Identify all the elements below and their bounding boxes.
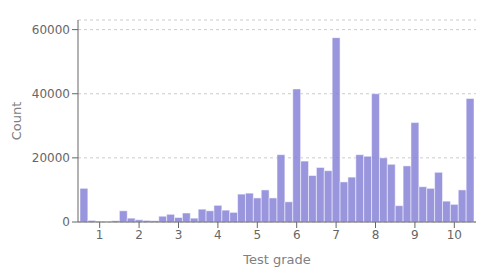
svg-text:1: 1 (96, 228, 104, 242)
svg-text:Test grade: Test grade (242, 252, 311, 267)
svg-text:5: 5 (253, 228, 261, 242)
svg-text:60000: 60000 (32, 23, 70, 37)
svg-text:3: 3 (175, 228, 183, 242)
svg-text:Count: Count (9, 102, 24, 141)
svg-text:10: 10 (447, 228, 462, 242)
svg-text:0: 0 (62, 215, 70, 229)
svg-text:20000: 20000 (32, 151, 70, 165)
svg-text:2: 2 (135, 228, 143, 242)
svg-text:7: 7 (332, 228, 340, 242)
svg-text:6: 6 (293, 228, 301, 242)
svg-text:8: 8 (372, 228, 380, 242)
svg-text:40000: 40000 (32, 87, 70, 101)
svg-text:4: 4 (214, 228, 222, 242)
svg-text:9: 9 (411, 228, 419, 242)
